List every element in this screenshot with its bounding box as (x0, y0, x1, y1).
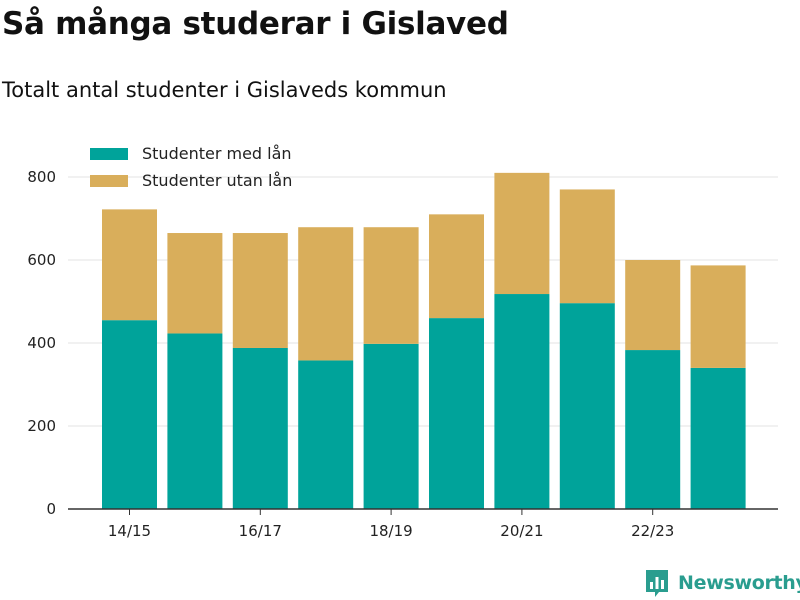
x-tick-label: 14/15 (108, 522, 151, 540)
bar-with-loan-19-20 (429, 318, 484, 509)
legend-item-with-loan: Studenter med lån (90, 140, 292, 167)
bar-without-loan-18-19 (363, 227, 419, 344)
legend: Studenter med lån Studenter utan lån (90, 140, 292, 194)
bar-without-loan-21-22 (559, 189, 615, 304)
brand-logo: Newsworthy (644, 568, 800, 598)
chart-title: Så många studerar i Gislaved (2, 6, 509, 42)
x-tick-label: 20/21 (500, 522, 543, 540)
bar-without-loan-23-24 (690, 265, 746, 368)
bar-with-loan-14-15 (102, 320, 157, 509)
bar-without-loan-22-23 (625, 260, 681, 351)
bar-with-loan-22-23 (625, 350, 681, 509)
bars (102, 172, 746, 509)
x-tick-label: 18/19 (369, 522, 412, 540)
bar-without-loan-15-16 (167, 233, 223, 334)
y-tick-label: 800 (27, 168, 56, 186)
legend-item-without-loan: Studenter utan lån (90, 167, 292, 194)
bar-with-loan-18-19 (363, 343, 419, 509)
brand-name: Newsworthy (678, 572, 800, 594)
bar-without-loan-17-18 (298, 227, 354, 361)
legend-label-with-loan: Studenter med lån (142, 144, 292, 163)
bar-without-loan-16-17 (232, 233, 288, 348)
bar-with-loan-15-16 (167, 333, 223, 509)
x-tick-label: 16/17 (239, 522, 282, 540)
bar-with-loan-21-22 (559, 303, 615, 509)
y-tick-label: 200 (27, 417, 56, 435)
legend-swatch-without-loan (90, 174, 128, 187)
bar-with-loan-20-21 (494, 294, 550, 509)
y-tick-label: 600 (27, 251, 56, 269)
bar-with-loan-23-24 (690, 367, 746, 509)
bar-with-loan-16-17 (232, 347, 288, 509)
bar-with-loan-17-18 (298, 360, 354, 509)
bar-without-loan-19-20 (429, 214, 484, 319)
y-tick-label: 400 (27, 334, 56, 352)
bar-without-loan-20-21 (494, 172, 550, 295)
y-tick-labels: 0 200 400 600 800 (27, 168, 56, 518)
bar-chart-logo-icon (646, 570, 668, 597)
x-tick-labels: 14/15 16/17 18/19 20/21 22/23 (108, 509, 674, 540)
chart-subtitle: Totalt antal studenter i Gislaveds kommu… (2, 78, 447, 102)
legend-swatch-with-loan (90, 147, 128, 160)
y-tick-label: 0 (46, 500, 56, 518)
bar-without-loan-14-15 (102, 209, 157, 321)
x-tick-label: 22/23 (631, 522, 674, 540)
legend-label-without-loan: Studenter utan lån (142, 171, 293, 190)
